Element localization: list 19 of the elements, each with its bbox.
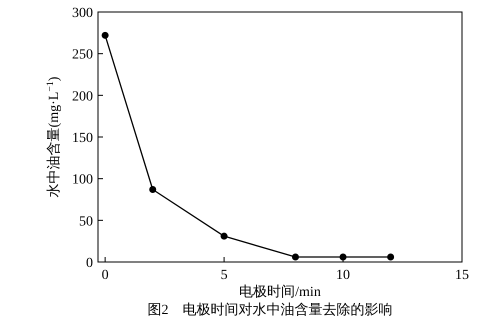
x-axis-title: 电极时间/min <box>239 284 321 300</box>
y-tick-label: 250 <box>72 48 93 63</box>
caption: 图2 电极时间对水中油含量去除的影响 <box>148 302 392 318</box>
y-tick-label: 300 <box>72 6 93 21</box>
x-tick-label: 15 <box>455 268 469 283</box>
x-tick-label: 10 <box>336 268 350 283</box>
point <box>220 232 228 240</box>
y-tick-label: 150 <box>72 131 93 146</box>
point <box>149 186 156 193</box>
y-tick-label: 50 <box>79 214 93 230</box>
point <box>102 32 109 39</box>
y-tick-label: 100 <box>72 172 93 188</box>
point <box>387 254 394 260</box>
x-tick-label: 5 <box>220 268 228 283</box>
y-tick-label: 200 <box>72 89 93 104</box>
point <box>340 254 347 260</box>
x-tick-label: 0 <box>102 268 109 283</box>
y-tick-label: 0 <box>86 256 93 271</box>
point <box>292 254 299 260</box>
